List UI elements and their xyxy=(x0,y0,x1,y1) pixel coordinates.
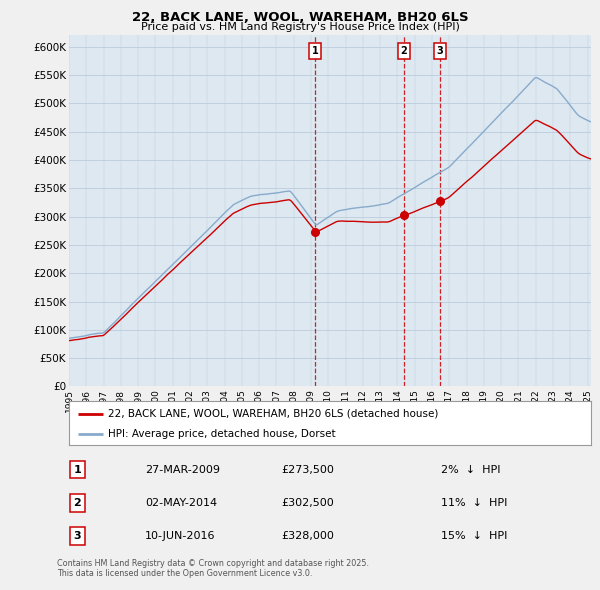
Text: 3: 3 xyxy=(436,46,443,56)
Text: This data is licensed under the Open Government Licence v3.0.: This data is licensed under the Open Gov… xyxy=(57,569,313,578)
Text: HPI: Average price, detached house, Dorset: HPI: Average price, detached house, Dors… xyxy=(108,428,336,438)
Text: 15%  ↓  HPI: 15% ↓ HPI xyxy=(442,531,508,541)
Text: 02-MAY-2014: 02-MAY-2014 xyxy=(145,498,217,508)
Text: Price paid vs. HM Land Registry's House Price Index (HPI): Price paid vs. HM Land Registry's House … xyxy=(140,22,460,32)
Text: 2: 2 xyxy=(73,498,81,508)
Text: 2%  ↓  HPI: 2% ↓ HPI xyxy=(442,465,501,475)
Text: 22, BACK LANE, WOOL, WAREHAM, BH20 6LS (detached house): 22, BACK LANE, WOOL, WAREHAM, BH20 6LS (… xyxy=(108,409,439,418)
Text: 27-MAR-2009: 27-MAR-2009 xyxy=(145,465,220,475)
Text: 2: 2 xyxy=(400,46,407,56)
Text: 22, BACK LANE, WOOL, WAREHAM, BH20 6LS: 22, BACK LANE, WOOL, WAREHAM, BH20 6LS xyxy=(131,11,469,24)
Text: 1: 1 xyxy=(73,465,81,475)
Text: 11%  ↓  HPI: 11% ↓ HPI xyxy=(442,498,508,508)
Text: Contains HM Land Registry data © Crown copyright and database right 2025.: Contains HM Land Registry data © Crown c… xyxy=(57,559,369,568)
Text: 3: 3 xyxy=(73,531,81,541)
Text: £328,000: £328,000 xyxy=(281,531,334,541)
Text: £273,500: £273,500 xyxy=(281,465,334,475)
Text: 1: 1 xyxy=(311,46,319,56)
Text: £302,500: £302,500 xyxy=(281,498,334,508)
Text: 10-JUN-2016: 10-JUN-2016 xyxy=(145,531,215,541)
